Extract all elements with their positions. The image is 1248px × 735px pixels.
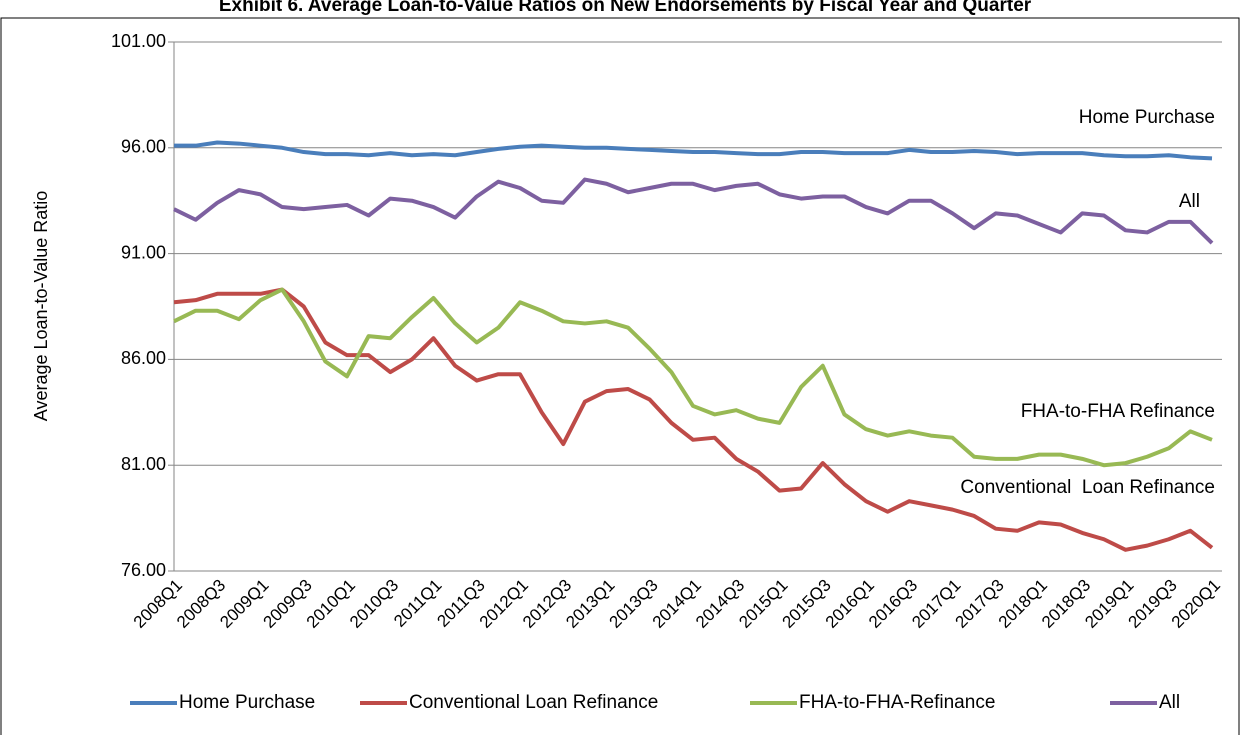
annotation: FHA-to-FHA Refinance [1021,401,1215,422]
x-tick-label: 2020Q1 [1168,576,1224,632]
legend-label: FHA-to-FHA-Refinance [799,692,995,713]
series-line [173,287,1213,468]
y-tick-label: 101.00 [111,31,166,51]
y-tick-label: 86.00 [121,348,166,368]
series-line [174,140,1213,161]
y-tick-label: 76.00 [121,560,166,580]
legend-label: Conventional Loan Refinance [409,692,658,713]
annotation: Conventional Loan Refinance [960,477,1215,498]
legend-label: All [1159,692,1180,713]
y-tick-label: 81.00 [121,454,166,474]
y-tick-label: 91.00 [121,242,166,262]
chart-title: Exhibit 6. Average Loan-to-Value Ratios … [219,0,1032,16]
y-tick-label: 96.00 [121,137,166,157]
annotation: Home Purchase [1079,107,1215,128]
chart-frame [0,17,1240,735]
annotation: All [1179,191,1200,212]
series-line [173,287,1214,552]
x-tick-label: 2010Q3 [346,576,402,632]
series-line [173,177,1214,245]
y-axis-label: Average Loan-to-Value Ratio [31,191,51,421]
legend-label: Home Purchase [179,692,315,713]
